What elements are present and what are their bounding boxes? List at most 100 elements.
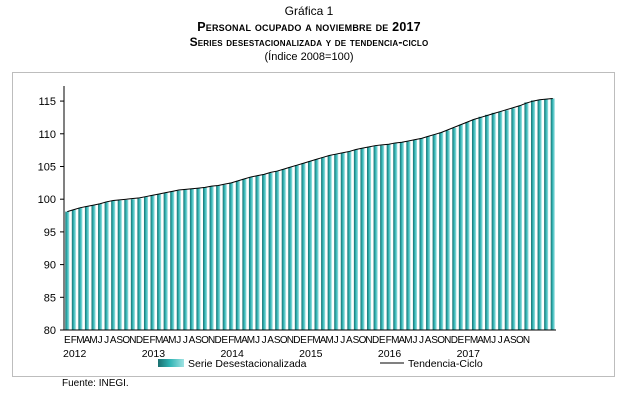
- x-month-label: D: [293, 335, 300, 346]
- x-month-label: M: [168, 335, 176, 346]
- bar-seasonally-adjusted: [78, 207, 83, 330]
- source-note: Fuente: INEGI.: [62, 378, 129, 389]
- bar-seasonally-adjusted: [498, 111, 503, 330]
- x-year-label: 2013: [142, 348, 166, 360]
- bar-seasonally-adjusted: [544, 99, 549, 331]
- bar-seasonally-adjusted: [248, 176, 253, 330]
- bar-seasonally-adjusted: [478, 116, 483, 330]
- x-month-label: J: [491, 335, 496, 346]
- chart-title-block: Gráfica 1 Personal ocupado a noviembre d…: [0, 4, 618, 64]
- bar-seasonally-adjusted: [334, 154, 339, 330]
- bar-seasonally-adjusted: [268, 173, 273, 330]
- x-month-label: A: [346, 335, 353, 346]
- x-month-label: A: [503, 335, 510, 346]
- bar-seasonally-adjusted: [235, 180, 240, 330]
- bar-seasonally-adjusted: [124, 199, 129, 330]
- x-month-label: J: [183, 335, 188, 346]
- bar-seasonally-adjusted: [262, 174, 267, 330]
- x-month-label: S: [274, 335, 281, 346]
- y-tick-label: 90: [44, 260, 56, 272]
- chart-subtitle: Series desestacionalizada y de tendencia…: [189, 35, 429, 49]
- bar-seasonally-adjusted: [275, 171, 280, 330]
- bar-seasonally-adjusted: [524, 102, 529, 330]
- chart-frame: [12, 72, 615, 377]
- chart-unit: (Índice 2008=100): [264, 51, 354, 63]
- bar-seasonally-adjusted: [504, 110, 509, 331]
- x-month-label: M: [483, 335, 491, 346]
- x-month-label: M: [155, 335, 163, 346]
- x-month-label: F: [150, 335, 156, 346]
- bar-seasonally-adjusted: [150, 195, 155, 330]
- x-month-label: M: [312, 335, 320, 346]
- bar-seasonally-adjusted: [511, 108, 516, 330]
- bar-seasonally-adjusted: [91, 205, 96, 330]
- bar-seasonally-adjusted: [432, 134, 437, 330]
- bar-seasonally-adjusted: [242, 178, 247, 330]
- bar-seasonally-adjusted: [229, 182, 234, 330]
- x-month-label: A: [241, 335, 248, 346]
- bar-seasonally-adjusted: [550, 98, 555, 331]
- bar-seasonally-adjusted: [386, 144, 391, 330]
- bar-seasonally-adjusted: [170, 191, 175, 330]
- y-tick-label: 110: [38, 129, 56, 141]
- bar-seasonally-adjusted: [130, 199, 135, 330]
- y-tick-label: 95: [44, 227, 56, 239]
- x-month-label: A: [425, 335, 432, 346]
- x-month-label: E: [300, 335, 307, 346]
- y-tick-label: 100: [38, 194, 56, 206]
- x-month-label: O: [516, 335, 524, 346]
- bar-seasonally-adjusted: [452, 127, 457, 331]
- x-month-label: M: [391, 335, 399, 346]
- bar-seasonally-adjusted: [163, 192, 168, 330]
- x-month-label: A: [477, 335, 484, 346]
- bar-seasonally-adjusted: [203, 187, 208, 330]
- x-month-label: J: [419, 335, 424, 346]
- legend-label-trend: Tendencia-Ciclo: [408, 358, 483, 370]
- bar-seasonally-adjusted: [439, 132, 444, 330]
- graph-label: Gráfica 1: [284, 4, 334, 18]
- bar-seasonally-adjusted: [65, 211, 70, 330]
- x-month-label: J: [498, 335, 503, 346]
- bar-seasonally-adjusted: [176, 190, 181, 330]
- x-month-label: A: [162, 335, 169, 346]
- bar-seasonally-adjusted: [104, 201, 109, 330]
- bar-seasonally-adjusted: [98, 203, 103, 330]
- x-month-label: S: [116, 335, 123, 346]
- x-month-label: M: [234, 335, 242, 346]
- bar-seasonally-adjusted: [157, 193, 162, 330]
- x-year-label: 2017: [457, 348, 481, 360]
- x-month-label: N: [208, 335, 215, 346]
- bar-seasonally-adjusted: [84, 206, 89, 330]
- x-month-label: A: [267, 335, 274, 346]
- x-month-label: E: [379, 335, 386, 346]
- x-month-label: F: [307, 335, 313, 346]
- bar-seasonally-adjusted: [117, 200, 122, 330]
- x-month-label: N: [129, 335, 136, 346]
- bar-seasonally-adjusted: [111, 200, 116, 330]
- bar-seasonally-adjusted: [465, 122, 470, 330]
- trend-cycle-line: [67, 97, 553, 213]
- bar-seasonally-adjusted: [426, 136, 431, 330]
- bar-seasonally-adjusted: [281, 169, 286, 330]
- legend-swatch-bars: [158, 359, 184, 367]
- bar-seasonally-adjusted: [406, 141, 411, 330]
- x-month-label: F: [464, 335, 470, 346]
- bar-seasonally-adjusted: [216, 185, 221, 330]
- bar-seasonally-adjusted: [347, 151, 352, 330]
- bar-seasonally-adjusted: [255, 175, 260, 330]
- x-month-label: O: [437, 335, 445, 346]
- bar-seasonally-adjusted: [485, 114, 490, 330]
- bar-seasonally-adjusted: [340, 152, 345, 330]
- x-month-label: N: [523, 335, 530, 346]
- bar-seasonally-adjusted: [196, 188, 201, 330]
- x-month-label: S: [431, 335, 438, 346]
- x-month-label: S: [510, 335, 517, 346]
- bar-seasonally-adjusted: [294, 165, 299, 330]
- bar-seasonally-adjusted: [327, 155, 332, 330]
- bar-seasonally-adjusted: [137, 198, 142, 330]
- x-month-label: M: [76, 335, 84, 346]
- bar-seasonally-adjusted: [419, 138, 424, 330]
- x-year-label: 2015: [299, 348, 323, 360]
- y-tick-label: 105: [38, 161, 56, 173]
- x-month-label: O: [201, 335, 209, 346]
